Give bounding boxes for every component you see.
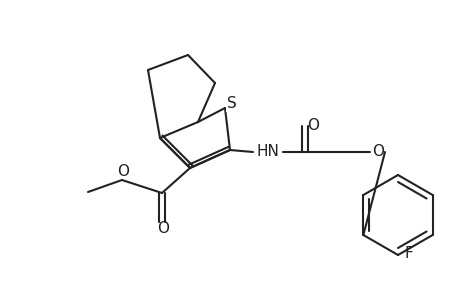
Text: O: O xyxy=(306,118,318,133)
Text: HN: HN xyxy=(256,145,279,160)
Text: F: F xyxy=(404,245,413,260)
Text: O: O xyxy=(371,145,383,160)
Text: S: S xyxy=(227,95,236,110)
Text: O: O xyxy=(117,164,129,179)
Text: O: O xyxy=(157,221,168,236)
